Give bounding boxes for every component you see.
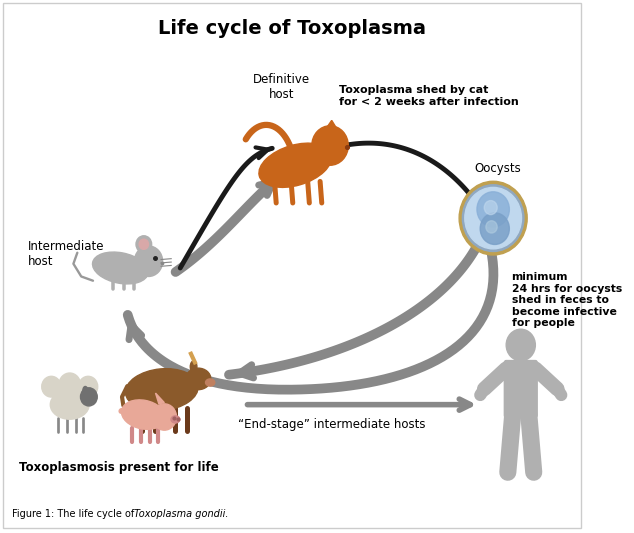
Ellipse shape: [83, 386, 87, 394]
Circle shape: [79, 376, 98, 397]
Polygon shape: [324, 120, 339, 131]
Circle shape: [484, 200, 497, 215]
Circle shape: [59, 373, 81, 397]
Circle shape: [486, 221, 497, 233]
Circle shape: [506, 329, 535, 361]
Text: Toxoplasma shed by cat
for < 2 weeks after infection: Toxoplasma shed by cat for < 2 weeks aft…: [339, 85, 519, 107]
Ellipse shape: [156, 408, 174, 418]
FancyBboxPatch shape: [504, 360, 537, 417]
Ellipse shape: [259, 143, 332, 188]
Circle shape: [459, 181, 527, 255]
Text: “End-stage” intermediate hosts: “End-stage” intermediate hosts: [238, 417, 426, 431]
Circle shape: [42, 376, 61, 397]
Circle shape: [134, 246, 162, 277]
Text: Intermediate
host: Intermediate host: [29, 240, 105, 268]
Circle shape: [465, 188, 522, 249]
Ellipse shape: [171, 416, 180, 423]
Text: Toxoplasmosis present for life: Toxoplasmosis present for life: [19, 462, 219, 474]
Circle shape: [477, 192, 509, 227]
Ellipse shape: [186, 368, 211, 390]
Text: minimum
24 hrs for oocysts
shed in feces to
become infective
for people: minimum 24 hrs for oocysts shed in feces…: [512, 272, 622, 328]
Circle shape: [480, 213, 509, 245]
Circle shape: [462, 185, 524, 252]
Circle shape: [312, 126, 348, 165]
Circle shape: [81, 388, 97, 406]
Ellipse shape: [126, 369, 198, 411]
Circle shape: [139, 239, 148, 249]
Circle shape: [152, 404, 176, 430]
Text: Toxoplasma gondii.: Toxoplasma gondii.: [134, 510, 229, 519]
Polygon shape: [155, 393, 164, 404]
Ellipse shape: [93, 252, 148, 284]
Text: Oocysts: Oocysts: [474, 162, 521, 175]
Circle shape: [136, 236, 152, 253]
Text: Figure 1: The life cycle of: Figure 1: The life cycle of: [12, 510, 137, 519]
Text: Definitive
host: Definitive host: [253, 72, 310, 101]
Text: Life cycle of Toxoplasma: Life cycle of Toxoplasma: [158, 19, 427, 38]
Ellipse shape: [205, 379, 215, 386]
Ellipse shape: [190, 361, 197, 373]
Ellipse shape: [50, 390, 89, 419]
Ellipse shape: [122, 400, 165, 430]
